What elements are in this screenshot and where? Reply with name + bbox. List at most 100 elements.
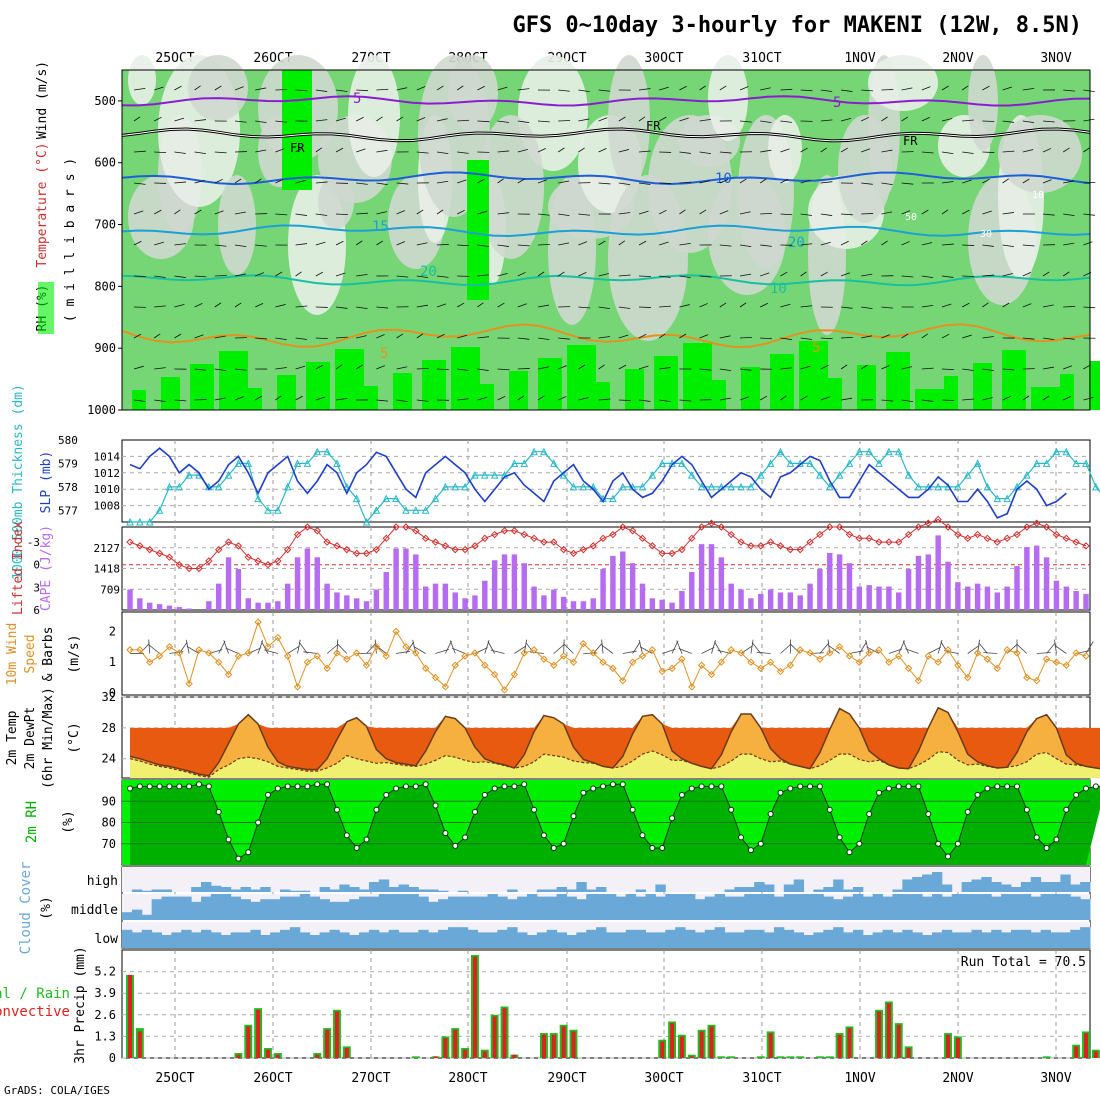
cloud-low-bar: [1001, 932, 1011, 948]
rh-dry-patch: [608, 175, 688, 341]
isotherm-label: 5: [833, 95, 841, 111]
cape-tick-label: 1418: [94, 563, 121, 576]
wind10m-barb: [672, 641, 678, 654]
cloud-low-bar: [892, 932, 902, 948]
cloud-low-bar: [675, 927, 685, 948]
rh2m-point: [364, 837, 369, 842]
cloud-middle-bar: [231, 897, 241, 920]
cloud-middle-bar: [349, 899, 359, 920]
cloud-middle-bar: [725, 897, 735, 920]
cloud-middle-bar: [171, 897, 181, 920]
cloud-low-bar: [774, 927, 784, 948]
wind10m-barb: [752, 642, 761, 653]
cape-bar: [1054, 581, 1059, 610]
rh2m-point: [226, 837, 231, 842]
wind10m-barb: [219, 641, 225, 653]
precip-total-bar: [757, 1056, 765, 1058]
cape-bar: [995, 592, 1000, 610]
cloud-low-bar: [399, 932, 409, 948]
rh2m-point: [472, 809, 477, 814]
cloud-high-bar: [784, 885, 794, 893]
cloud-low-bar: [715, 927, 725, 948]
precip-convective-bar: [877, 1011, 881, 1058]
cape-bar: [699, 544, 704, 610]
rh2m-point: [896, 784, 901, 789]
precip-convective-bar: [660, 1041, 664, 1058]
cloud-high-bar: [408, 887, 418, 892]
cloud-low-bar: [122, 930, 132, 948]
cloud-high-bar: [764, 885, 774, 893]
date-label-bottom: 3NOV: [1040, 1071, 1071, 1086]
cloud-low-bar: [1031, 932, 1041, 948]
wind-barb: [619, 400, 631, 401]
cloud-low-bar: [300, 932, 310, 948]
cape-bar: [876, 587, 881, 610]
precip-convective-bar: [1094, 1051, 1098, 1058]
cape-bar: [512, 554, 517, 610]
cloud-low-bar: [478, 932, 488, 948]
rh2m-point: [187, 784, 192, 789]
cape-bar: [364, 601, 369, 610]
wind-barb: [982, 121, 994, 122]
rh-moist-patch: [451, 347, 480, 410]
wind10m-speed-label: Speed: [23, 634, 38, 673]
rh-moist-patch: [828, 378, 842, 410]
date-label-top: 3NOV: [1040, 51, 1071, 66]
cloud-low-bar: [1011, 930, 1021, 948]
pressure-tick-label: 800: [94, 279, 116, 293]
rh-moist-patch: [1089, 361, 1100, 410]
cloud-high-bar: [191, 887, 201, 892]
precip-convective-bar: [838, 1035, 842, 1058]
rh2m-point: [295, 784, 300, 789]
cloud-high-bar: [833, 880, 843, 893]
cloud-high-bar: [537, 890, 547, 893]
cloud-high-bar: [1011, 887, 1021, 892]
cloud-low-bar: [1080, 927, 1090, 948]
date-label-bottom: 31OCT: [742, 1071, 781, 1086]
cape-bar: [246, 598, 251, 610]
cape-bar: [1004, 587, 1009, 610]
wind10m-barb: [602, 640, 603, 654]
rh2m-point: [817, 784, 822, 789]
rh2m-point: [709, 784, 714, 789]
cloud-low-bar: [527, 935, 537, 948]
wind10m-barb: [488, 641, 495, 653]
cloud-low-bar: [952, 932, 962, 948]
wind10m-barb: [780, 644, 790, 653]
thickness-tick-label: 577: [58, 504, 78, 517]
cloud-low-bar: [438, 930, 448, 948]
precip-convective-bar: [512, 1055, 516, 1058]
cape-bar: [620, 551, 625, 610]
cloud-low-bar: [665, 930, 675, 948]
cloud-middle-bar: [418, 897, 428, 920]
wind10m-tick-label: 2: [109, 624, 116, 638]
cloud-high-bar: [586, 890, 596, 893]
precip-convective-bar: [138, 1031, 142, 1058]
cloud-high-bar: [211, 886, 221, 892]
rh2m-point: [877, 790, 882, 795]
dewpoint-axis-label: 2m DewPt: [23, 707, 38, 770]
cloud-middle-bar: [280, 897, 290, 920]
precip-total-legend: Total / Rain: [0, 986, 70, 1002]
rh2m-point: [768, 812, 773, 817]
rh2m-point: [1093, 784, 1098, 789]
cape-bar: [492, 560, 497, 610]
cloud-low-bar: [428, 932, 438, 948]
rh2m-point: [265, 792, 270, 797]
cape-bar: [384, 572, 389, 610]
pressure-tick-label: 600: [94, 156, 116, 170]
isotherm-label: 5: [380, 346, 388, 362]
cloud-low-bar: [349, 935, 359, 948]
rh2m-point: [403, 784, 408, 789]
cloud-high-bar: [201, 882, 211, 892]
cloud-low-bar: [942, 930, 952, 948]
rh2m-point: [285, 784, 290, 789]
rh2m-point: [443, 831, 448, 836]
chart-title: GFS 0~10day 3-hourly for MAKENI (12W, 8.…: [512, 13, 1082, 38]
date-label-bottom: 28OCT: [448, 1071, 487, 1086]
precip-convective-bar: [434, 1056, 438, 1058]
cloud-high-bar: [339, 885, 349, 893]
cloud-middle-bar: [478, 897, 488, 920]
cloud-low-bar: [241, 932, 251, 948]
precip-tick-label: 5.2: [94, 965, 116, 979]
